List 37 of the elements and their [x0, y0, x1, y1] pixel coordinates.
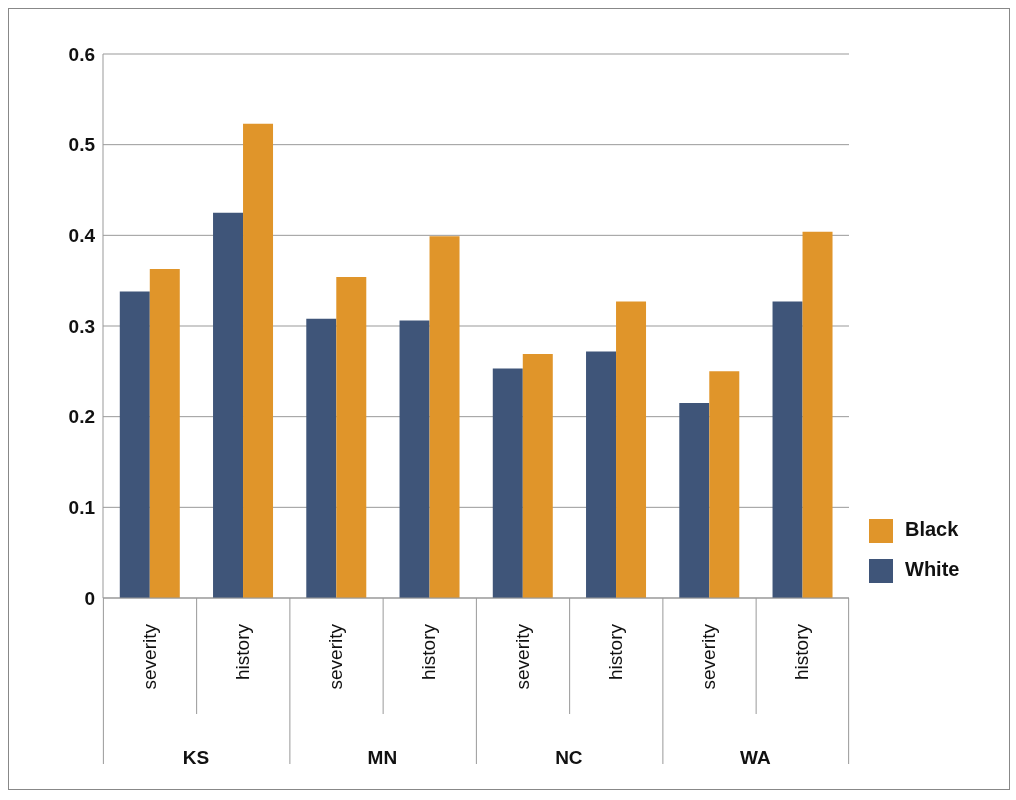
legend-label: Black [905, 518, 959, 540]
text: KS [182, 747, 210, 768]
x-tick-label: severity [511, 623, 533, 690]
x-tick-label: history [418, 623, 440, 680]
bar [492, 368, 523, 598]
text: WA [740, 747, 771, 768]
y-tick-label: 0.5 [68, 134, 96, 156]
y-tick-label: 0 [84, 587, 95, 609]
text: NC [555, 747, 583, 768]
bar [522, 354, 553, 598]
y-tick-label: 0.3 [68, 315, 95, 337]
bar [709, 371, 740, 598]
bar [802, 231, 833, 598]
bar [399, 320, 430, 598]
bar [772, 301, 803, 598]
bar [616, 301, 647, 598]
x-tick-label: severity [138, 623, 160, 690]
x-tick-label: history [791, 623, 813, 680]
bar [679, 403, 710, 598]
y-tick-label: 0.4 [68, 225, 96, 247]
bar [119, 291, 150, 598]
x-tick-label: severity [325, 623, 347, 690]
legend-label: White [905, 558, 960, 580]
bar [306, 318, 337, 598]
x-tick-label: severity [698, 623, 720, 690]
bar [336, 277, 367, 598]
bar [586, 351, 617, 598]
bar [213, 212, 244, 598]
y-tick-label: 0.1 [68, 497, 96, 519]
y-tick-label: 0.2 [68, 406, 95, 428]
bar [149, 268, 180, 598]
bar [243, 123, 274, 598]
y-tick-label: 0.6 [68, 43, 95, 65]
bar [429, 236, 460, 598]
x-tick-label: history [604, 623, 626, 680]
text: MN [367, 747, 398, 768]
x-tick-label: history [231, 623, 253, 680]
